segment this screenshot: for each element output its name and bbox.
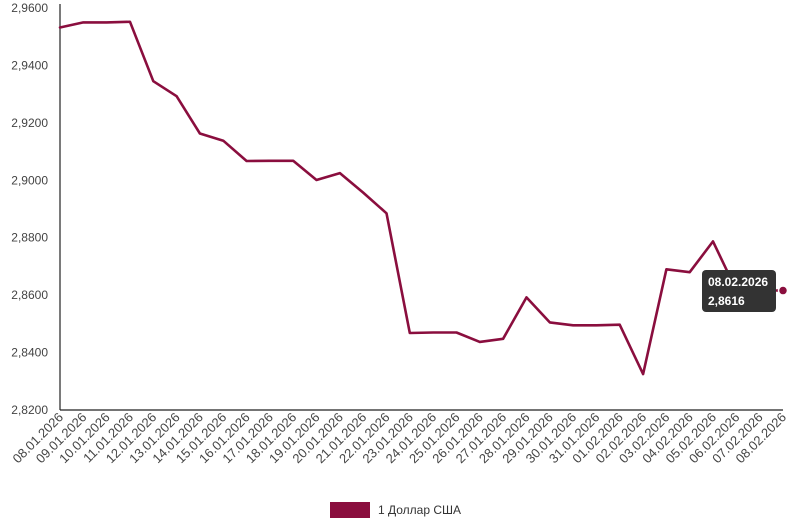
- legend[interactable]: 1 Доллар США: [330, 502, 461, 518]
- tooltip-date: 08.02.2026: [708, 275, 768, 289]
- active-point-marker[interactable]: [777, 285, 789, 296]
- x-axis: 08.01.202609.01.202610.01.202611.01.2026…: [9, 409, 789, 466]
- y-tick-label: 2,8600: [11, 288, 48, 302]
- y-tick-label: 2,9600: [11, 1, 48, 15]
- tooltip-box: [702, 270, 776, 312]
- tooltip: 08.02.2026 2,8616: [702, 270, 776, 312]
- y-tick-label: 2,9400: [11, 58, 48, 72]
- legend-swatch: [330, 502, 370, 518]
- tooltip-value: 2,8616: [708, 294, 745, 308]
- y-axis: 2,8200 2,8400 2,8600 2,8800 2,9000 2,9200 2,94…: [11, 1, 61, 417]
- y-tick-label: 2,8800: [11, 231, 48, 245]
- series-group: [58, 20, 789, 376]
- y-tick-label: 2,9000: [11, 173, 48, 187]
- y-tick-label: 2,9200: [11, 116, 48, 130]
- legend-label: 1 Доллар США: [378, 503, 462, 517]
- y-tick-label: 2,8200: [11, 403, 48, 417]
- series-line[interactable]: [58, 20, 785, 376]
- y-tick-label: 2,8400: [11, 346, 48, 360]
